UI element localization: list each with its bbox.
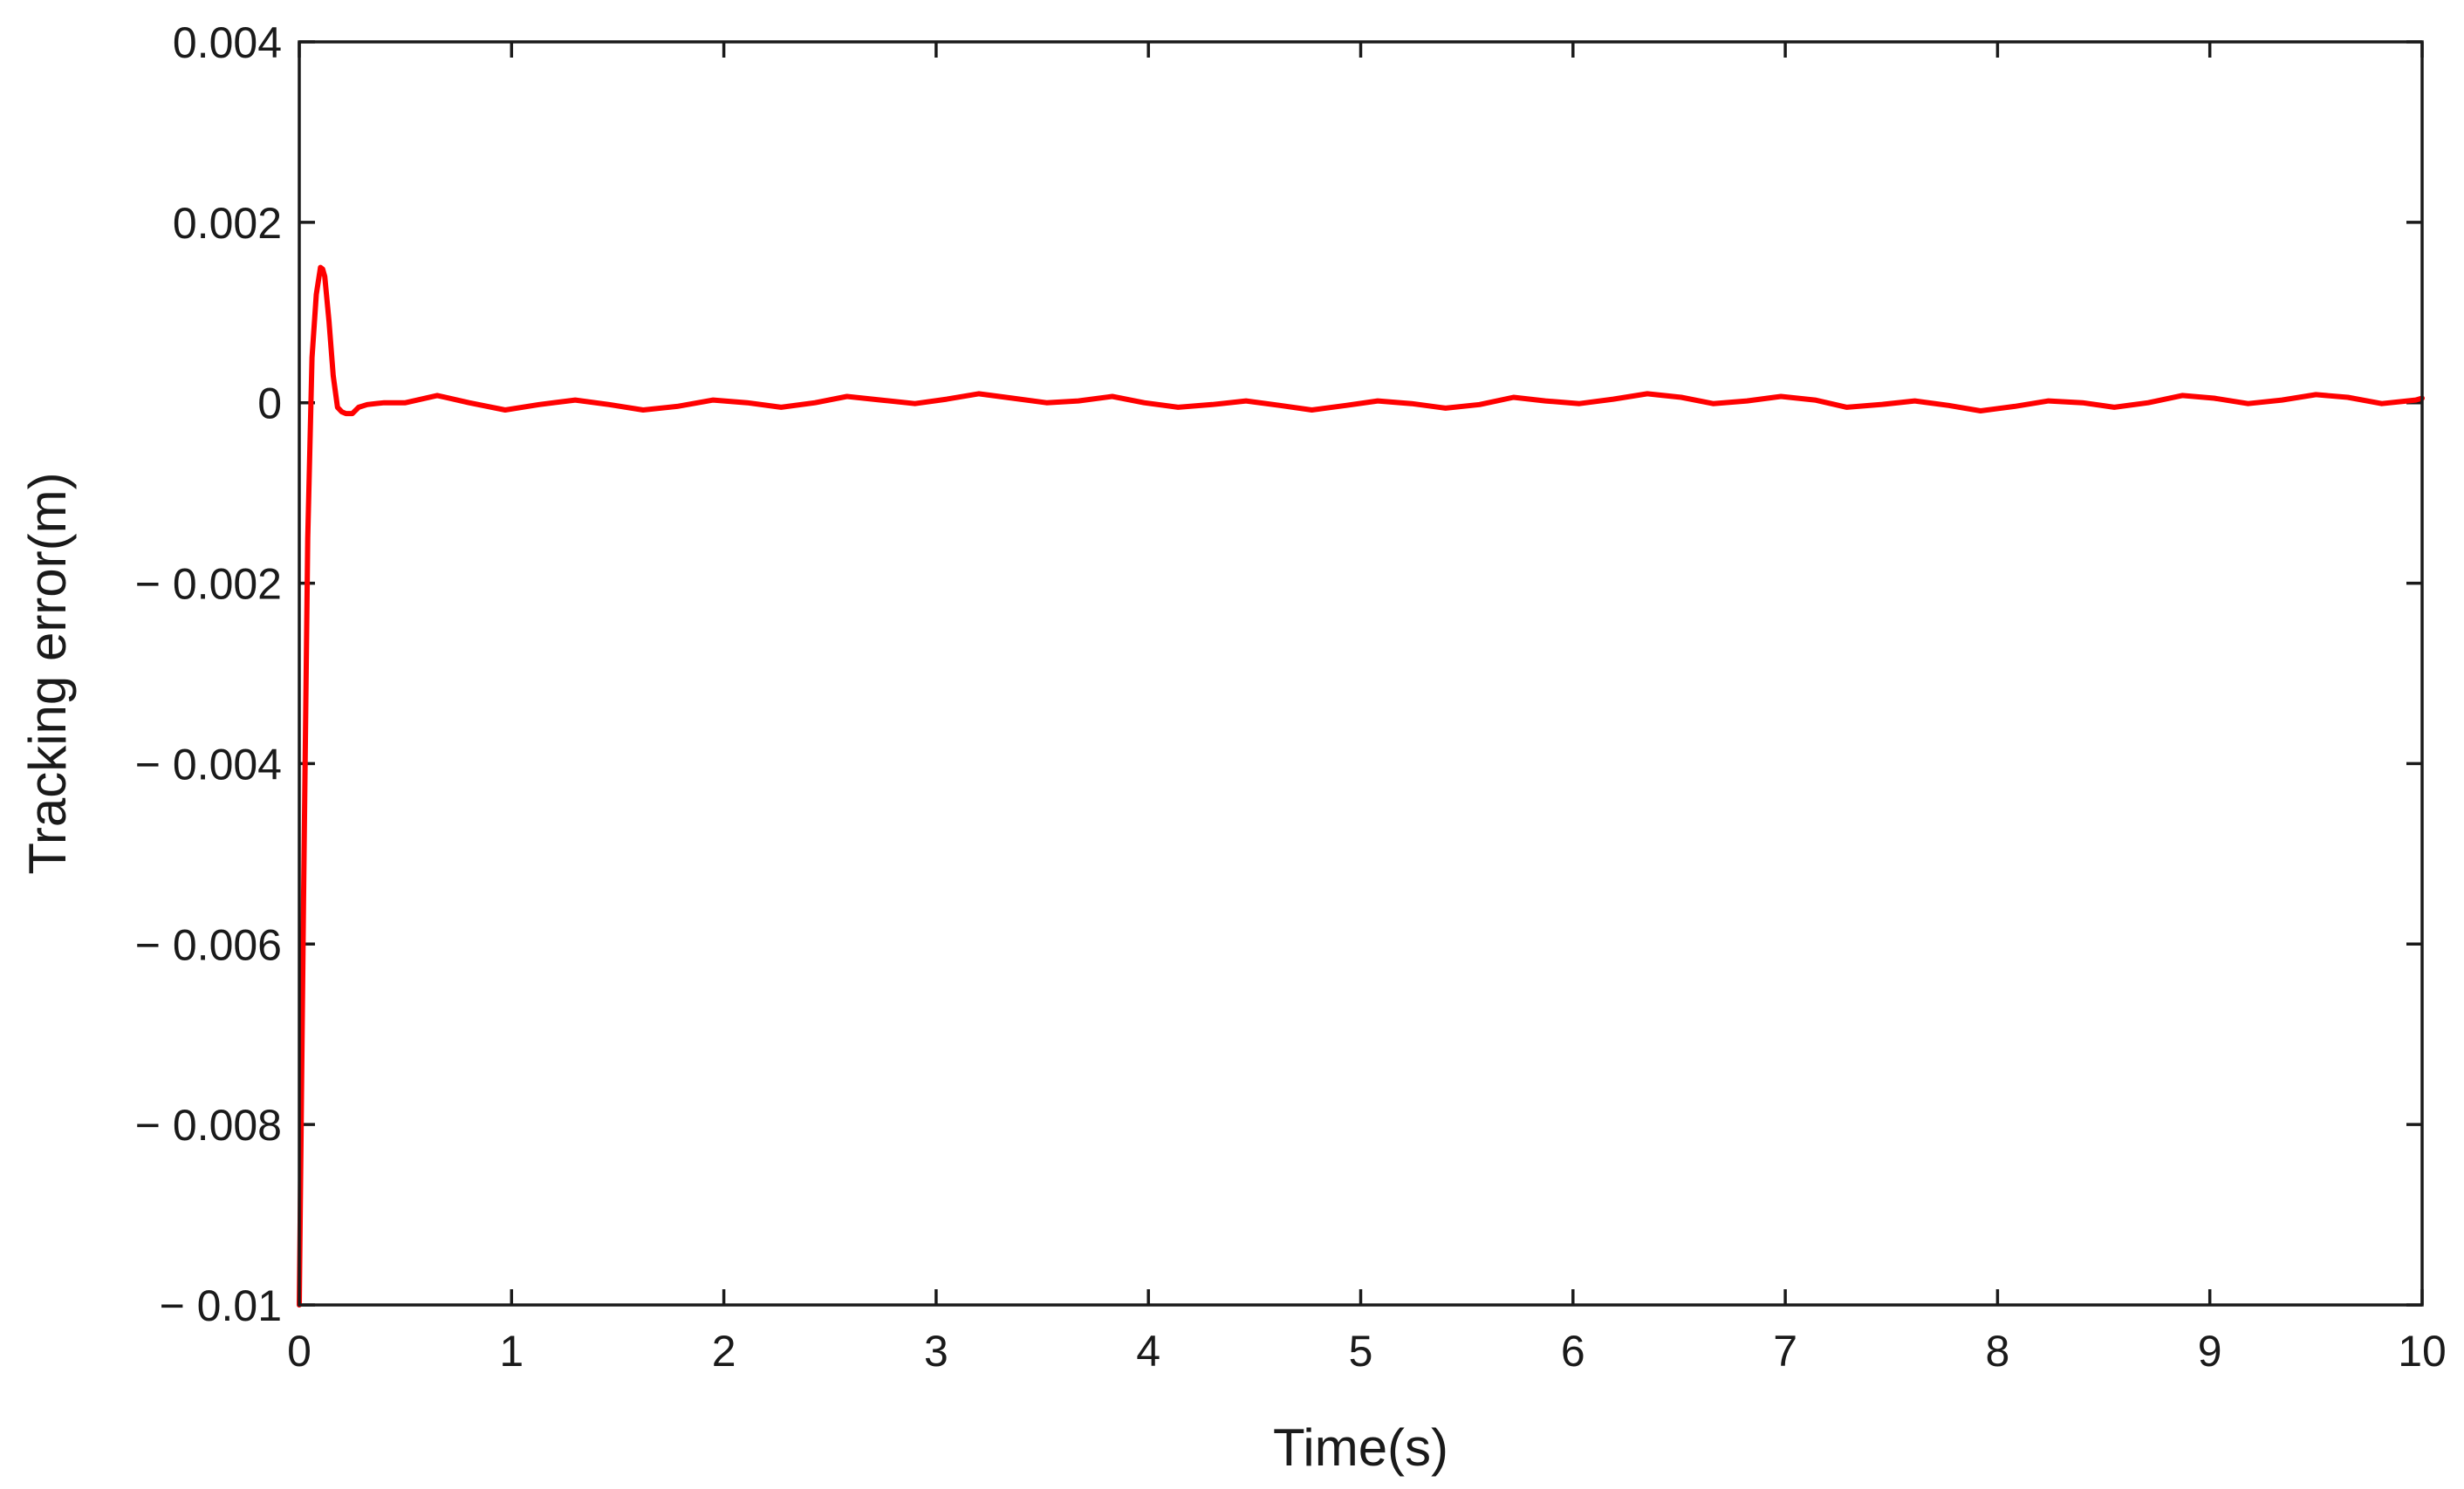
x-tick-label: 2: [712, 1327, 736, 1376]
x-axis-label: Time(s): [1273, 1418, 1448, 1477]
ticks-layer: [298, 40, 2424, 1307]
y-tick-label: 0: [257, 379, 282, 428]
labels-layer: 0 1 2 3 4 5 6 7 8 9 10 0.004 0.002 0 − 0.002 − 0.004 − 0…: [135, 18, 2447, 1376]
y-tick-label: − 0.008: [135, 1101, 282, 1150]
x-tick-label: 5: [1349, 1327, 1373, 1376]
y-tick-label: − 0.01: [160, 1281, 282, 1330]
y-tick-label: − 0.002: [135, 560, 282, 609]
y-tick-label: − 0.004: [135, 740, 282, 789]
x-tick-label: 3: [924, 1327, 948, 1376]
plot-frame: [298, 40, 2424, 1307]
x-tick-label: 10: [2398, 1327, 2447, 1376]
y-tick-label: − 0.006: [135, 920, 282, 969]
y-axis-label: Tracking error(m): [18, 472, 77, 874]
x-tick-label: 6: [1561, 1327, 1585, 1376]
x-tick-label: 7: [1773, 1327, 1797, 1376]
series-layer: [297, 264, 2425, 1308]
x-tick-label: 4: [1136, 1327, 1160, 1376]
y-tick-label: 0.004: [173, 18, 282, 67]
x-tick-label: 8: [1985, 1327, 2009, 1376]
x-tick-label: 9: [2198, 1327, 2222, 1376]
series-line: [297, 264, 2425, 1308]
x-tick-label: 1: [499, 1327, 524, 1376]
y-tick-label: 0.002: [173, 199, 282, 248]
x-tick-label: 0: [287, 1327, 311, 1376]
